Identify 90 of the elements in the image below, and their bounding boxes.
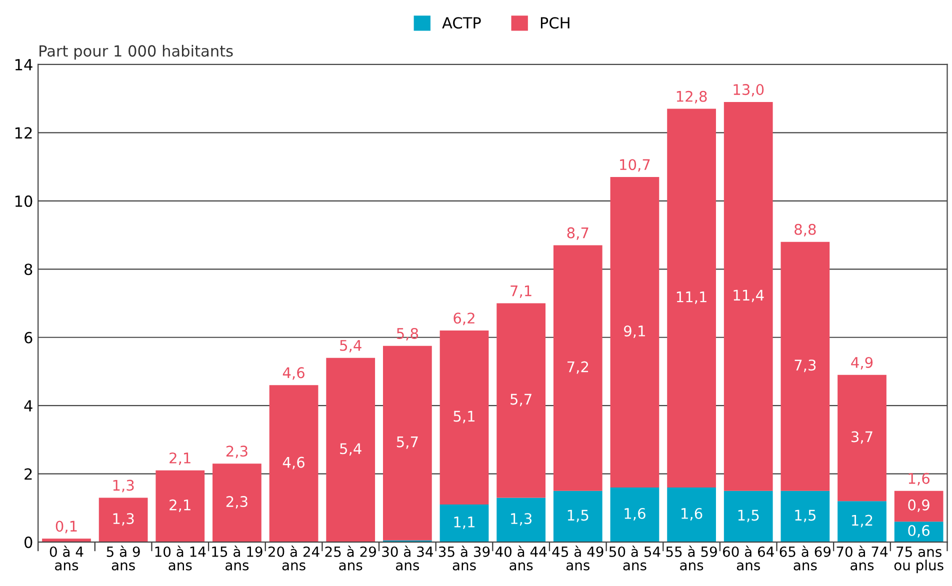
bar	[780, 242, 830, 491]
total-label: 4,9	[851, 356, 873, 370]
data-label: 1,2	[852, 514, 872, 528]
data-label: 5,7	[510, 394, 532, 406]
data-label: 0,9	[908, 499, 930, 512]
bar	[610, 177, 660, 488]
data-label: 5,1	[454, 410, 474, 424]
bar	[894, 522, 944, 542]
total-label: 8,8	[794, 224, 816, 236]
bar	[382, 346, 432, 540]
bar	[610, 487, 660, 542]
data-label: 5,4	[340, 443, 362, 456]
data-label: 7,2	[567, 361, 588, 374]
x-tick-label: 25 à 29 ans	[325, 546, 376, 570]
data-label: 1,5	[568, 510, 588, 522]
bar	[269, 385, 318, 542]
y-tick-label: 12	[15, 127, 32, 138]
data-label: 4,6	[282, 456, 304, 470]
y-tick-label: 4	[24, 400, 32, 412]
total-label: 1,6	[908, 472, 930, 486]
legend-label: ACTP	[442, 17, 481, 29]
x-tick-label: 55 à 59 ans	[666, 546, 717, 570]
bar	[724, 490, 773, 542]
bar	[553, 490, 602, 542]
x-tick-label: 65 à 69 ans	[780, 546, 831, 570]
x-tick-label: 20 à 24 ans	[268, 546, 320, 570]
bar	[724, 102, 773, 491]
x-tick-label: 5 à 9 ans	[106, 546, 140, 570]
x-tick-label: 0 à 4 ans	[50, 546, 84, 570]
data-label: 2,3	[226, 496, 248, 509]
data-label: 1,6	[682, 508, 702, 520]
data-label: 9,1	[624, 325, 645, 338]
bar	[894, 490, 944, 522]
data-label: 2,1	[170, 499, 190, 512]
total-label: 10,7	[620, 159, 650, 172]
data-label: 7,3	[794, 360, 816, 372]
legend-label: PCH	[540, 17, 570, 29]
total-label: 7,1	[510, 285, 532, 298]
x-tick-label: 30 à 34 ans	[382, 546, 433, 570]
bar	[667, 487, 716, 542]
total-label: 13,0	[734, 84, 764, 97]
x-tick-label: 70 à 74 ans	[836, 546, 888, 570]
x-tick-label: 45 à 49 ans	[552, 546, 604, 570]
data-label: 11,4	[734, 290, 764, 302]
bar	[156, 470, 205, 542]
total-label: 5,4	[340, 340, 362, 352]
bar	[780, 490, 830, 542]
total-label: 4,6	[282, 367, 304, 380]
bar	[496, 498, 546, 542]
bar	[440, 330, 489, 505]
data-label: 5,7	[396, 436, 418, 449]
data-label: 1,5	[795, 510, 816, 522]
data-label: 1,5	[738, 510, 759, 522]
x-tick-label: 60 à 64 ans	[722, 546, 774, 570]
bar	[440, 504, 489, 542]
data-label: 1,6	[624, 508, 646, 520]
bar	[326, 358, 376, 542]
total-label: 0,1	[56, 520, 77, 534]
data-label: 1,3	[113, 513, 134, 526]
x-tick-label: 35 à 39 ans	[438, 546, 490, 570]
data-label: 11,1	[676, 292, 706, 304]
y-tick-label: 10	[15, 195, 32, 207]
x-tick-label: 50 à 54 ans	[609, 546, 660, 570]
total-label: 1,3	[113, 480, 134, 492]
y-tick-label: 0	[24, 536, 32, 548]
y-axis-title: Part pour 1 000 habitants	[40, 44, 233, 60]
x-tick-label: 40 à 44 ans	[495, 546, 547, 570]
x-tick-label: 15 à 19 ans	[212, 546, 262, 570]
data-label: 0,6	[908, 525, 930, 538]
total-label: 6,2	[454, 312, 474, 326]
x-tick-label: 75 ans ou plus	[894, 546, 944, 574]
bar	[496, 303, 546, 498]
total-label: 2,1	[170, 452, 190, 465]
data-label: 3,7	[852, 431, 872, 444]
bar	[212, 464, 262, 542]
y-tick-label: 6	[24, 332, 32, 344]
total-label: 12,8	[676, 90, 707, 104]
data-label: 1,3	[511, 513, 532, 526]
bar	[838, 501, 886, 542]
bar	[667, 108, 716, 488]
data-label: 1,1	[454, 516, 474, 530]
y-tick-label: 2	[24, 468, 32, 480]
y-tick-label: 14	[15, 59, 32, 70]
y-tick-label: 8	[24, 264, 32, 276]
total-label: 8,7	[567, 227, 588, 240]
bar	[98, 498, 148, 542]
total-label: 2,3	[226, 446, 248, 458]
bar	[838, 374, 886, 502]
bar	[553, 245, 602, 491]
x-tick-label: 10 à 14 ans	[155, 546, 206, 570]
